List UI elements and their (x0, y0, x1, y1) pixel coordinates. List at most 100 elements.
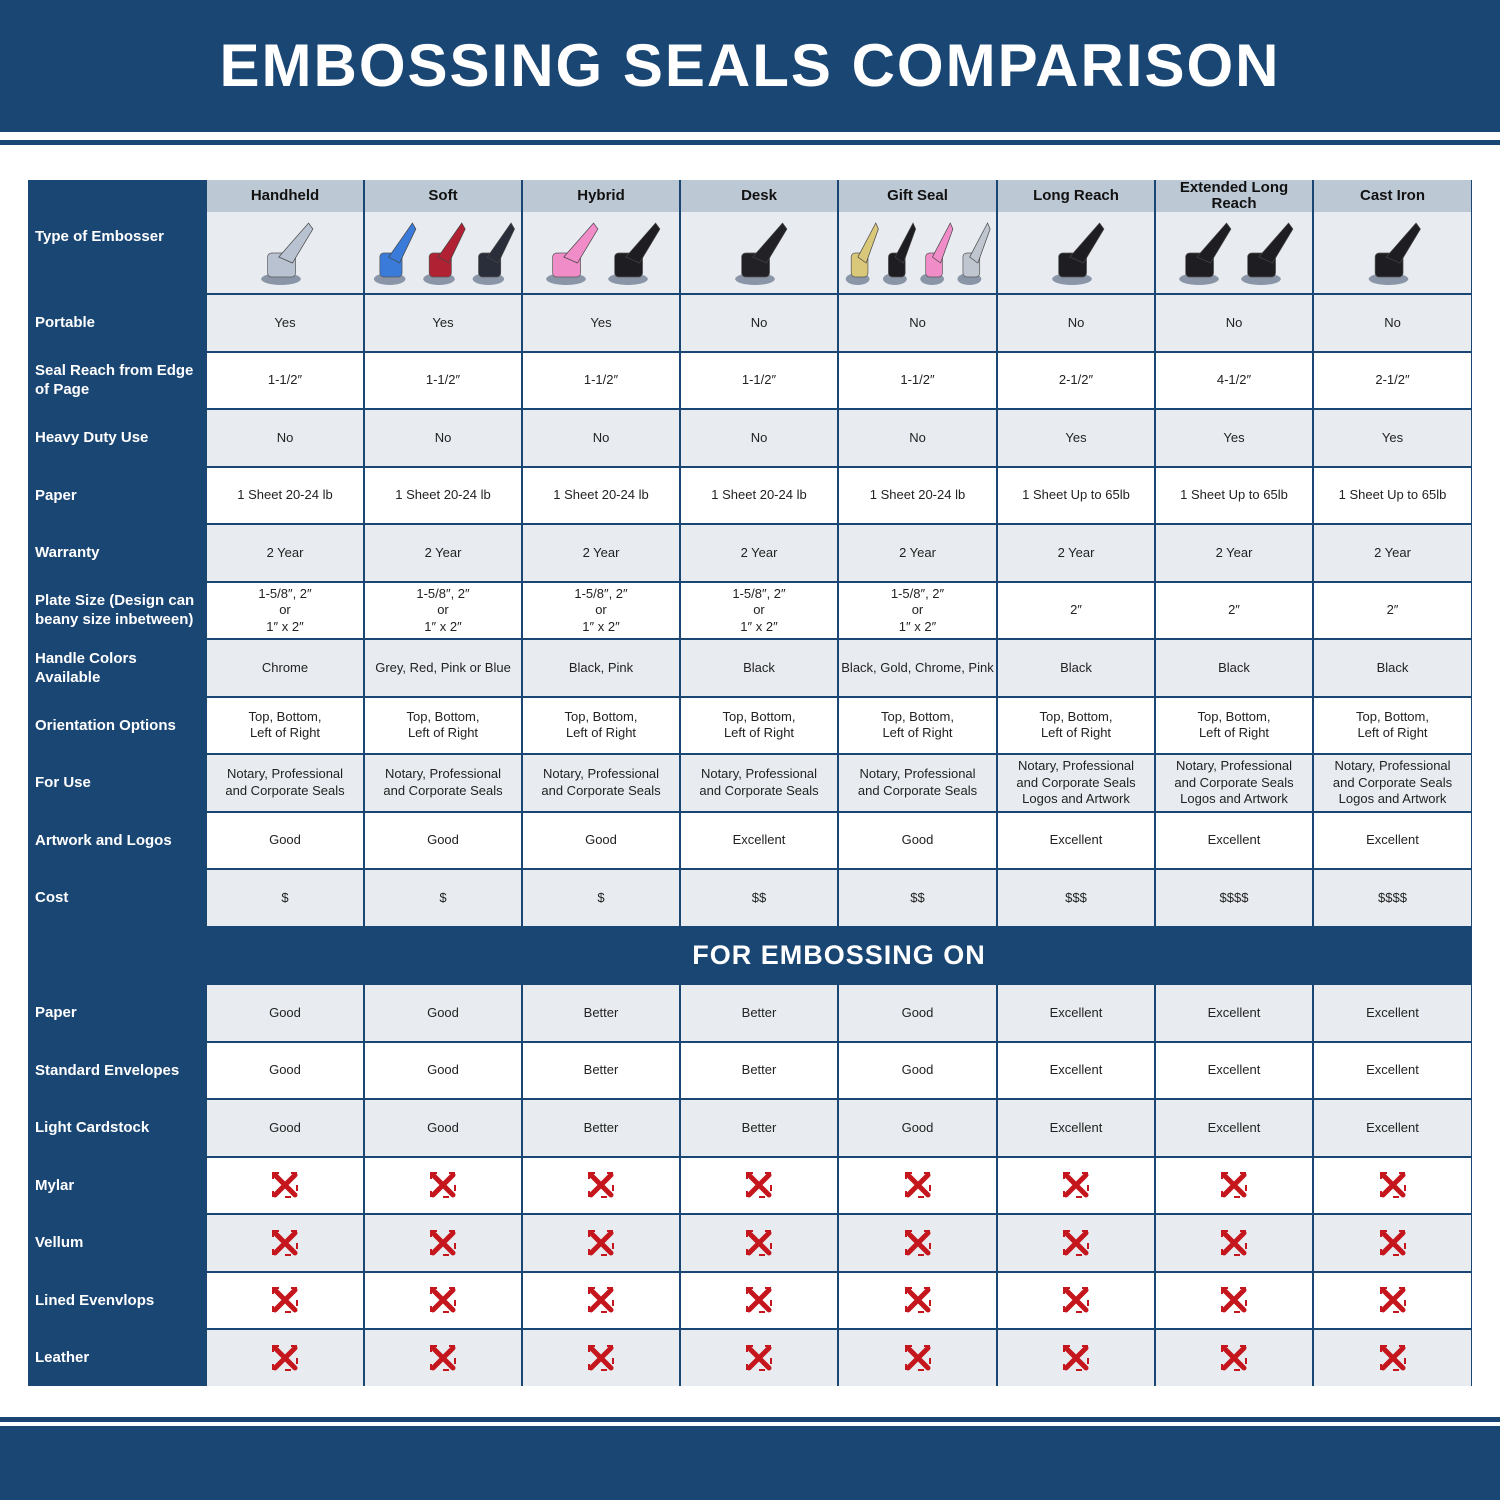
column-header: Desk (681, 180, 837, 212)
x-icon (1379, 1287, 1406, 1314)
row-label: Paper (28, 985, 204, 1041)
table-cell: Excellent (1156, 985, 1312, 1041)
table-cell: Yes (365, 295, 521, 351)
table-cell: Good (207, 1042, 363, 1098)
not-supported-cell (1156, 1330, 1312, 1386)
x-icon (904, 1229, 931, 1256)
table-cell: No (1314, 295, 1471, 351)
table-cell: 2″ (1314, 582, 1471, 638)
table-cell: No (207, 410, 363, 466)
not-supported-cell (998, 1215, 1154, 1271)
table-cell: Yes (207, 295, 363, 351)
column-header: Long Reach (998, 180, 1154, 212)
table-cell: Excellent (1314, 812, 1471, 868)
page-title: EMBOSSING SEALS COMPARISON (219, 32, 1281, 99)
comparison-table: Type of Embosser Handheld Soft Hybrid Desk Gi… (28, 179, 1472, 1386)
table-cell: Top, Bottom, Left of Right (207, 697, 363, 753)
table-cell: No (998, 295, 1154, 351)
table-cell: Better (681, 1042, 837, 1098)
table-cell: 1 Sheet 20-24 lb (207, 467, 363, 523)
not-supported-cell (523, 1272, 679, 1328)
column-header: Cast Iron (1314, 180, 1471, 212)
table-cell: No (839, 295, 996, 351)
not-supported-cell (1156, 1157, 1312, 1213)
x-icon (1063, 1172, 1089, 1199)
row-label: Orientation Options (28, 697, 204, 753)
x-icon (1063, 1287, 1089, 1314)
table-cell: Excellent (1314, 985, 1471, 1041)
table-cell: 1-5/8″, 2″ or 1″ x 2″ (365, 582, 521, 638)
row-label: Lined Evenvlops (28, 1272, 204, 1328)
table-cell: 1-5/8″, 2″ or 1″ x 2″ (523, 582, 679, 638)
row-label: Paper (28, 467, 204, 523)
row-label: Handle Colors Available (28, 640, 204, 696)
x-icon (1221, 1344, 1247, 1371)
table-cell: $ (365, 870, 521, 926)
table-cell: Good (207, 985, 363, 1041)
x-icon (430, 1287, 456, 1314)
table-cell: Better (681, 1100, 837, 1156)
table-cell: 4-1/2″ (1156, 352, 1312, 408)
table-cell: No (681, 295, 837, 351)
table-cell: 2 Year (1156, 525, 1312, 581)
column-header: Gift Seal (839, 180, 996, 212)
table-cell: Good (365, 1042, 521, 1098)
table-cell: 1 Sheet 20-24 lb (839, 467, 996, 523)
table-cell: Better (523, 1100, 679, 1156)
table-cell: Chrome (207, 640, 363, 696)
table-cell: 2″ (1156, 582, 1312, 638)
embosser-image (207, 212, 363, 293)
table-cell: Good (839, 1042, 996, 1098)
table-cell: Top, Bottom, Left of Right (998, 697, 1154, 753)
row-label: Vellum (28, 1215, 204, 1271)
row-label: Artwork and Logos (28, 812, 204, 868)
table-cell: Yes (998, 410, 1154, 466)
not-supported-cell (681, 1157, 837, 1213)
x-icon (430, 1229, 456, 1256)
table-cell: Top, Bottom, Left of Right (1156, 697, 1312, 753)
table-cell: Yes (523, 295, 679, 351)
table-cell: No (365, 410, 521, 466)
x-icon (588, 1172, 614, 1199)
table-cell: Excellent (998, 1100, 1154, 1156)
column-header: Soft (365, 180, 521, 212)
table-cell: 2 Year (839, 525, 996, 581)
x-icon (272, 1344, 298, 1371)
table-cell: 2 Year (207, 525, 363, 581)
not-supported-cell (207, 1215, 363, 1271)
x-icon (1379, 1344, 1406, 1371)
table-cell: Excellent (681, 812, 837, 868)
not-supported-cell (998, 1157, 1154, 1213)
x-icon (1221, 1172, 1247, 1199)
table-cell: Top, Bottom, Left of Right (839, 697, 996, 753)
not-supported-cell (207, 1330, 363, 1386)
row-label: Cost (28, 870, 204, 926)
x-icon (272, 1287, 298, 1314)
embosser-image (1314, 212, 1471, 293)
table-cell: 1 Sheet Up to 65lb (1314, 467, 1471, 523)
table-cell: 1-1/2″ (681, 352, 837, 408)
x-icon (272, 1229, 298, 1256)
table-cell: Excellent (1156, 1042, 1312, 1098)
embosser-image (523, 212, 679, 293)
table-cell: 1-5/8″, 2″ or 1″ x 2″ (839, 582, 996, 638)
x-icon (904, 1344, 931, 1371)
table-cell: Black (1314, 640, 1471, 696)
table-cell: $$$ (998, 870, 1154, 926)
not-supported-cell (1314, 1215, 1471, 1271)
table-cell: Excellent (998, 985, 1154, 1041)
table-cell: No (523, 410, 679, 466)
table-cell: Good (365, 985, 521, 1041)
table-cell: 2 Year (1314, 525, 1471, 581)
not-supported-cell (839, 1215, 996, 1271)
not-supported-cell (839, 1272, 996, 1328)
table-cell: Good (365, 1100, 521, 1156)
table-cell: 2-1/2″ (1314, 352, 1471, 408)
table-cell: Notary, Professional and Corporate Seals… (1314, 755, 1471, 811)
not-supported-cell (1156, 1215, 1312, 1271)
embosser-image (365, 212, 521, 293)
table-cell: Excellent (998, 1042, 1154, 1098)
x-icon (746, 1172, 772, 1199)
x-icon (746, 1344, 772, 1371)
row-label: Standard Envelopes (28, 1042, 204, 1098)
